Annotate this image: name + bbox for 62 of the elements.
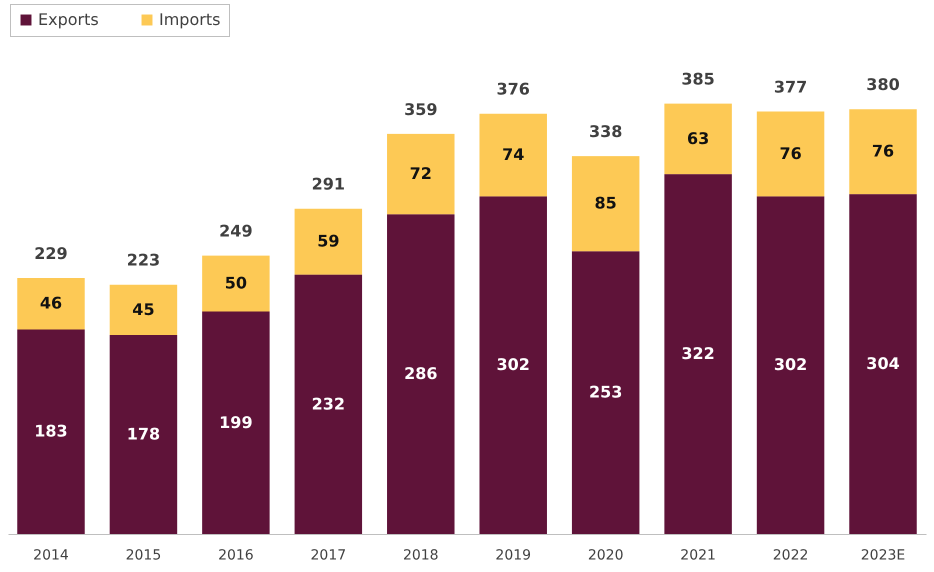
bar	[756, 196, 824, 534]
bar	[294, 274, 362, 534]
data-label: 253	[588, 382, 622, 402]
x-tick-label: 2017	[310, 548, 346, 564]
data-label: 85	[594, 194, 617, 213]
data-label: 74	[502, 145, 524, 164]
data-label: 76	[872, 142, 894, 161]
data-label: 59	[317, 232, 340, 251]
bar	[479, 196, 547, 534]
bar	[387, 214, 455, 534]
x-tick-label: 2020	[588, 548, 624, 564]
bar	[202, 256, 270, 312]
total-label: 380	[866, 75, 900, 94]
total-label: 249	[219, 222, 253, 241]
bar	[664, 174, 732, 534]
total-label: 229	[34, 244, 68, 264]
data-label: 178	[126, 424, 160, 444]
bar	[849, 109, 917, 194]
data-label: 72	[410, 164, 432, 184]
bar	[572, 251, 640, 534]
bar	[110, 335, 178, 534]
data-label: 46	[40, 294, 62, 313]
x-tick-label: 2022	[772, 548, 808, 564]
total-label: 291	[312, 174, 346, 194]
bar	[572, 156, 640, 252]
data-label: 183	[34, 422, 68, 441]
bar	[387, 134, 455, 214]
total-label: 385	[681, 70, 715, 89]
data-label: 63	[686, 128, 710, 148]
x-tick-label: 2023E	[860, 548, 906, 564]
total-label: 359	[404, 100, 438, 119]
data-label: 286	[404, 364, 438, 384]
data-label: 304	[866, 354, 900, 374]
data-label: 322	[681, 344, 715, 364]
bar	[294, 208, 362, 275]
total-label: 377	[774, 77, 808, 96]
bar	[756, 111, 824, 196]
bar	[479, 114, 547, 196]
x-tick-label: 2016	[218, 548, 254, 564]
x-tick-label: 2014	[33, 548, 69, 564]
bar	[849, 194, 917, 534]
data-label: 232	[312, 394, 346, 414]
x-tick-label: 2015	[126, 548, 162, 564]
x-tick-label: 2019	[495, 548, 532, 564]
bar	[202, 312, 270, 534]
data-label: 45	[132, 300, 155, 319]
total-label: 223	[126, 250, 160, 270]
bar	[17, 278, 85, 330]
data-label: 302	[774, 355, 808, 374]
legend-label: Exports	[38, 10, 99, 29]
data-label: 199	[219, 412, 253, 432]
total-label: 376	[496, 80, 530, 99]
data-label: 76	[779, 144, 802, 163]
x-tick-label: 2018	[402, 548, 439, 564]
total-label: 338	[588, 122, 622, 142]
bar	[17, 329, 85, 534]
legend-label: Imports	[159, 10, 220, 29]
data-label: 50	[224, 274, 248, 293]
data-label: 302	[496, 355, 530, 374]
x-tick-label: 2021	[680, 548, 716, 564]
bar	[664, 104, 732, 174]
bar	[110, 284, 178, 336]
